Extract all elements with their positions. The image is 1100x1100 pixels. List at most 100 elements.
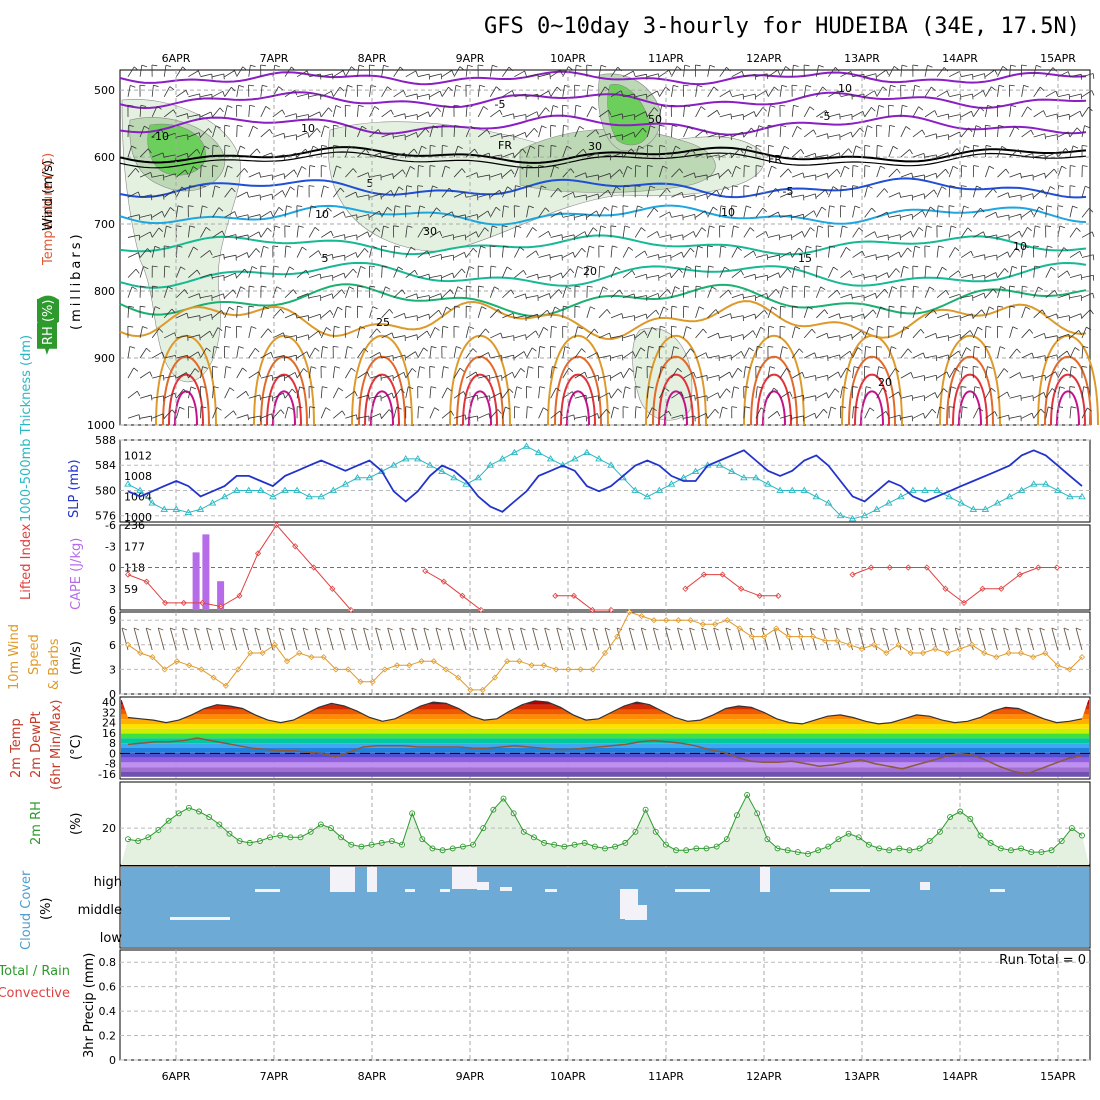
wind-barb <box>695 245 703 258</box>
wind-barb <box>526 295 539 301</box>
wind-barb <box>151 210 165 218</box>
wind-barb <box>526 250 539 258</box>
wind-barb <box>997 145 1007 158</box>
wind-barb <box>212 90 225 98</box>
wind-barb <box>984 105 993 117</box>
wind-barb <box>803 64 810 77</box>
wind-barb <box>1021 174 1034 181</box>
wind-barb <box>405 70 419 78</box>
wind-barb <box>671 192 684 198</box>
wind-barb <box>514 148 527 158</box>
wind-barb <box>1033 206 1044 218</box>
wind-barb <box>453 251 467 258</box>
wind-barb <box>816 309 829 319</box>
wind10-barb-flag <box>194 627 200 631</box>
wind-barb <box>888 286 898 298</box>
wind-barb <box>321 253 334 260</box>
wind-barb <box>224 366 232 379</box>
wind-barb <box>320 185 329 198</box>
wind-barb <box>188 351 201 359</box>
wind-barb <box>623 114 636 120</box>
wind10-barb <box>773 627 781 651</box>
wind-barb <box>526 165 533 178</box>
wind-barb <box>550 145 557 158</box>
wind-barb <box>779 104 786 117</box>
wind-barb <box>224 145 231 158</box>
wind-barb <box>320 386 328 399</box>
wind-barb <box>345 168 357 178</box>
wind-barb <box>308 128 321 138</box>
wind-barb <box>586 328 599 339</box>
wind-barb <box>489 206 501 218</box>
wind-barb <box>1045 335 1058 342</box>
contour-label: 5 <box>322 252 329 265</box>
contour-label: 30 <box>588 140 602 153</box>
wind-barb <box>707 133 720 139</box>
temperature-color-band <box>121 728 1089 734</box>
thickness-series-point <box>244 486 253 493</box>
wind-barb <box>864 207 876 218</box>
wind10-barb <box>495 627 503 651</box>
wind-barb <box>151 328 164 339</box>
wind-barb <box>598 173 612 179</box>
wind-barb <box>332 86 345 98</box>
wind-barb <box>393 225 399 238</box>
wind10-barb-flag <box>145 627 152 631</box>
wind-barb <box>224 345 230 359</box>
surface-temperature-contour <box>750 355 798 426</box>
wind-barb <box>876 105 885 117</box>
wind-barb <box>453 84 462 97</box>
wind-barb <box>949 315 962 322</box>
wind10-barb-flag <box>689 627 695 631</box>
wind-barb <box>224 387 235 399</box>
wind10-barb-flag <box>713 627 719 631</box>
wind-barb <box>743 205 752 218</box>
wind-barb <box>477 328 490 339</box>
wind-barb <box>332 345 339 359</box>
thickness-axis-titles: 1000-500mb Thickness (dm) SLP (mb) <box>19 335 82 522</box>
cloud-gap <box>477 882 489 890</box>
wind-barb <box>152 174 165 181</box>
wind-barb <box>284 186 295 198</box>
wind-barb <box>296 132 310 138</box>
wind-barb <box>900 64 908 77</box>
wind-barb <box>924 245 931 258</box>
wind-barb <box>429 386 437 399</box>
wind-barb <box>1008 84 1015 97</box>
x-label-bottom: 11APR <box>648 1070 684 1083</box>
cape-tick: 236 <box>124 519 145 532</box>
thickness-series <box>124 442 1086 522</box>
wind-barb <box>187 406 194 419</box>
wind-barb <box>465 148 478 158</box>
wind-barb <box>683 148 696 158</box>
wind-barb <box>622 406 629 419</box>
wind-barb <box>852 366 860 379</box>
wind-barb <box>779 325 786 338</box>
cloud-level-label: middle <box>78 903 122 918</box>
wind-barb <box>791 348 804 359</box>
wind-barb <box>707 189 720 198</box>
wind-barb <box>888 305 895 318</box>
wind-barb <box>683 371 696 379</box>
wind-barb <box>550 105 559 117</box>
wind-barb <box>212 386 219 399</box>
wind-barb <box>429 145 436 158</box>
wind-barb <box>755 366 762 379</box>
wind10-barb-flag <box>822 627 828 631</box>
wind-barb <box>188 293 201 299</box>
wind-barb <box>236 191 250 198</box>
thickness-series-line <box>127 445 1082 520</box>
wind-barb <box>610 406 619 419</box>
wind-barb <box>453 391 467 399</box>
wind-barb <box>429 327 440 339</box>
wind-barb <box>767 325 775 338</box>
wind-barb <box>695 375 708 381</box>
wind10-barb-flag <box>1039 627 1045 631</box>
wind10-barb-flag <box>520 627 526 631</box>
wind-barb <box>139 231 153 238</box>
wind-barb <box>308 205 317 218</box>
wind-barb <box>284 312 298 319</box>
wind-barb <box>635 111 648 118</box>
wind-barb <box>791 285 798 298</box>
wind-barb <box>127 234 141 241</box>
